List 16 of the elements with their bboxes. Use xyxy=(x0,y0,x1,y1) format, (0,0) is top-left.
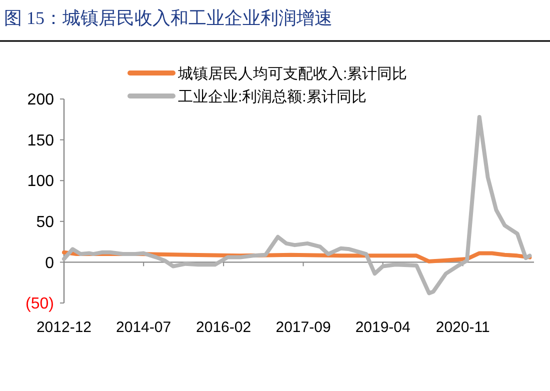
y-tick-label: 50 xyxy=(36,214,54,231)
y-tick-label: 0 xyxy=(45,254,54,272)
x-tick-label: 2014-07 xyxy=(116,319,172,336)
x-tick-label: 2016-02 xyxy=(196,319,252,336)
y-tick-label: 150 xyxy=(27,132,54,150)
x-tick-label: 2017-09 xyxy=(276,319,331,336)
x-tick-label: 2019-04 xyxy=(355,319,410,336)
x-tick-label: 2020-11 xyxy=(436,319,490,336)
chart-title: 图 15：城镇居民收入和工业企业利润增速 xyxy=(4,8,332,28)
line-series xyxy=(62,114,532,296)
y-tick-label: 200 xyxy=(27,92,54,109)
x-tick-label: 2012-12 xyxy=(36,319,92,336)
legend-label: 城镇居民人均可支配收入:累计同比 xyxy=(177,65,408,82)
legend-label: 工业企业:利润总额:累计同比 xyxy=(178,88,366,106)
y-tick-label: (50) xyxy=(26,296,54,313)
y-tick-label: 100 xyxy=(27,173,54,190)
